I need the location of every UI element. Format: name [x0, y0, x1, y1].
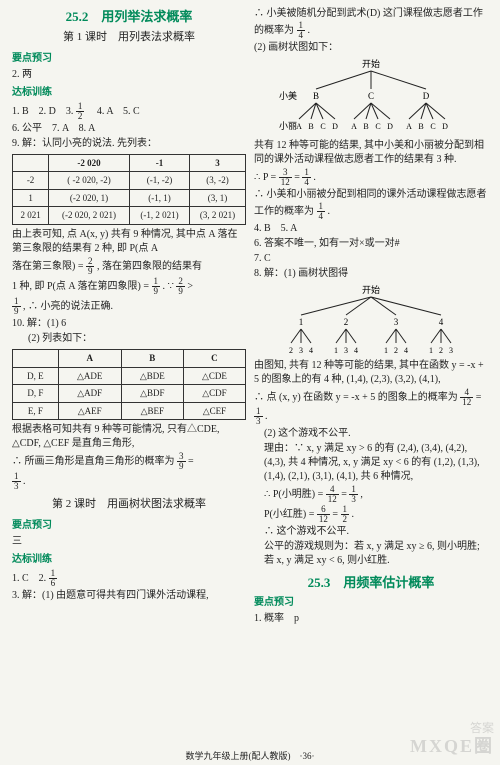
r8: 8. 解：(1) 画树状图得 [254, 267, 488, 281]
preview-answer: 2. 两 [12, 68, 246, 82]
preview2-ans: 三 [12, 535, 246, 549]
table-2: A B C D, E △ADE △BDE △CDE D, F △ADF △BDF… [12, 349, 246, 420]
r7: 7. C [254, 252, 488, 266]
svg-text:B: B [313, 91, 319, 101]
r3: ∴ P = 312 = 14 . [254, 168, 488, 187]
r4: ∴ 小美和小丽被分配到相同的课外活动课程做志愿者工作的概率为 14 . [254, 188, 488, 221]
svg-text:1: 1 [429, 346, 433, 355]
line-1: 1. B 2. D 3. 12 4. A 5. C [12, 102, 246, 121]
svg-text:2: 2 [439, 346, 443, 355]
svg-text:3: 3 [449, 346, 453, 355]
line-2: 6. 公平 7. A 8. A [12, 122, 246, 136]
frac-1-6: 16 [49, 569, 58, 588]
frac-3-9: 39 [177, 452, 186, 471]
svg-text:D: D [332, 122, 338, 131]
section-title: 25.2 用列举法求概率 [12, 8, 246, 26]
tree1-root: 开始 [362, 58, 380, 69]
t2-p1: 根据表格可知共有 9 种等可能情况, 只有△CDE, △CDF, △CEF 是直… [12, 423, 246, 451]
r1: (2) 画树状图如下： [254, 41, 488, 55]
svg-text:2: 2 [289, 346, 293, 355]
table-1: -2 020 -1 3 -2 ( -2 020, -2) (-1, -2) (3… [12, 154, 246, 225]
svg-text:1: 1 [299, 317, 304, 327]
tree-diagram-1: 开始 小美 B C D 小丽 ABCD ABCD ABCD [261, 57, 481, 137]
t1-p3: 1 种, 即 P(点 A 落在第四象限) = 19 . ∵ 29 > [12, 277, 246, 296]
svg-text:2: 2 [344, 317, 349, 327]
page: 25.2 用列举法求概率 第 1 课时 用列表法求概率 要点预习 2. 两 达标… [0, 0, 500, 765]
svg-text:A: A [406, 122, 412, 131]
l2-line1: 1. C 2. 16 [12, 569, 246, 588]
svg-text:1: 1 [384, 346, 388, 355]
svg-text:B: B [363, 122, 368, 131]
l2-line2: 3. 解：(1) 由题意可得共有四门课外活动课程, [12, 589, 246, 603]
svg-text:A: A [351, 122, 357, 131]
t2-p2: ∴ 所画三角形是直角三角形的概率为 39 = [12, 452, 246, 471]
t1-p1: 由上表可知, 点 A(x, y) 共有 9 种情况, 其中点 A 落在第三象限的… [12, 228, 246, 256]
svg-text:4: 4 [439, 317, 444, 327]
lesson1-title: 第 1 课时 用列表法求概率 [12, 30, 246, 45]
t1-p2: 落在第三象限) = 29 , 落在第四象限的结果有 [12, 257, 246, 276]
training2-head: 达标训练 [12, 553, 246, 567]
r12: 理由：∵ x, y 满足 xy > 6 的有 (2,4), (3,4), (4,… [254, 442, 488, 484]
svg-text:1: 1 [334, 346, 338, 355]
svg-text:B: B [418, 122, 423, 131]
training-head: 达标训练 [12, 86, 246, 100]
svg-text:4: 4 [309, 346, 313, 355]
preview3-ans: 1. 概率 p [254, 612, 488, 626]
tree-diagram-2: 开始 1234 234 134 124 123 [261, 283, 481, 357]
r13: ∴ P(小明胜) = 412 = 13 , [254, 485, 488, 504]
svg-text:3: 3 [344, 346, 348, 355]
r2: 共有 12 种等可能的结果, 其中小美和小丽被分配到相同的课外活动课程做志愿者工… [254, 139, 488, 167]
right-column: ∴ 小美被随机分配到武术(D) 这门课程做志愿者工作的概率为 14 . (2) … [250, 6, 492, 761]
r9: 由图知, 共有 12 种等可能的结果, 其中在函数 y = -x + 5 的图象… [254, 359, 488, 387]
left-column: 25.2 用列举法求概率 第 1 课时 用列表法求概率 要点预习 2. 两 达标… [8, 6, 250, 761]
r10: ∴ 点 (x, y) 在函数 y = -x + 5 的图象上的概率为 412 =… [254, 388, 488, 426]
frac-2-9: 29 [86, 257, 95, 276]
svg-text:4: 4 [354, 346, 358, 355]
frac-1-2: 12 [76, 102, 85, 121]
svg-text:2: 2 [394, 346, 398, 355]
frac-1-3: 13 [12, 472, 21, 491]
watermark: MXQE圈 [410, 734, 494, 759]
r16: 公平的游戏规则为：若 x, y 满足 xy ≥ 6, 则小明胜; 若 x, y … [254, 540, 488, 568]
line-3: 9. 解：认同小亮的说法. 先列表： [12, 137, 246, 151]
lesson2-title: 第 2 课时 用画树状图法求概率 [12, 497, 246, 512]
q10a: 10. 解：(1) 6 [12, 317, 246, 331]
svg-text:C: C [375, 122, 380, 131]
r15: ∴ 这个游戏不公平. [254, 525, 488, 539]
svg-text:C: C [368, 91, 374, 101]
svg-text:3: 3 [394, 317, 399, 327]
r0: ∴ 小美被随机分配到武术(D) 这门课程做志愿者工作的概率为 14 . [254, 7, 488, 40]
svg-text:C: C [430, 122, 435, 131]
r14: P(小红胜) = 612 = 12 . [254, 505, 488, 524]
frac-1-9: 19 [152, 277, 161, 296]
r5: 4. B 5. A [254, 222, 488, 236]
svg-text:小丽: 小丽 [279, 121, 297, 131]
section-3-title: 25.3 用频率估计概率 [254, 574, 488, 592]
t2-p3: 13 . [12, 472, 246, 491]
svg-text:小美: 小美 [279, 90, 297, 101]
svg-text:B: B [308, 122, 313, 131]
svg-text:开始: 开始 [362, 284, 380, 295]
t1-p4: 19 , ∴ 小亮的说法正确. [12, 297, 246, 316]
svg-text:4: 4 [404, 346, 408, 355]
svg-text:C: C [320, 122, 325, 131]
preview2-head: 要点预习 [12, 519, 246, 533]
svg-text:D: D [387, 122, 393, 131]
svg-text:A: A [296, 122, 302, 131]
svg-text:D: D [423, 91, 430, 101]
svg-text:D: D [442, 122, 448, 131]
svg-text:3: 3 [299, 346, 303, 355]
r6: 6. 答案不唯一, 如有一对×或一对# [254, 237, 488, 251]
preview-head: 要点预习 [12, 52, 246, 66]
preview3-head: 要点预习 [254, 596, 488, 610]
r11: (2) 这个游戏不公平. [254, 427, 488, 441]
q10b: (2) 列表如下： [12, 332, 246, 346]
